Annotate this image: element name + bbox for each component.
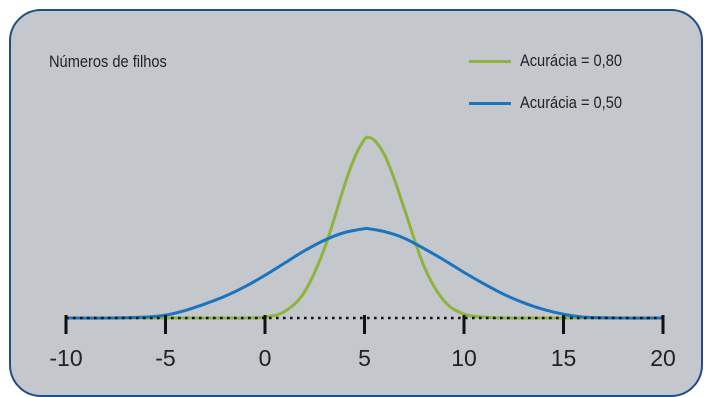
x-tick-label: -10: [49, 345, 82, 371]
legend-item-accuracy-080: Acurácia = 0,80: [469, 51, 639, 71]
series-line-accuracy-080: [66, 135, 663, 320]
x-tick-label: 15: [551, 345, 577, 371]
x-tick-label: 10: [451, 345, 477, 371]
x-tick-label: 0: [259, 345, 272, 371]
x-tick-label: 20: [650, 345, 676, 371]
series-lines: [65, 135, 664, 320]
legend-label-accuracy-080: Acurácia = 0,80: [520, 51, 623, 70]
legend: Acurácia = 0,80 Acurácia = 0,50: [469, 51, 639, 135]
legend-swatch-accuracy-080: [469, 59, 511, 63]
series-line-accuracy-050: [65, 226, 664, 320]
legend-item-accuracy-050: Acurácia = 0,50: [469, 93, 639, 113]
chart-panel: Números de filhos Acurácia = 0,80 Acurác…: [9, 9, 703, 397]
x-tick-label: -5: [155, 345, 175, 371]
x-tick-label: 5: [358, 345, 371, 371]
x-axis: -10 -5 0 5 10 15 20: [49, 315, 676, 371]
chart-title: Números de filhos: [49, 52, 167, 71]
legend-label-accuracy-050: Acurácia = 0,50: [520, 93, 623, 112]
legend-swatch-accuracy-050: [469, 101, 511, 105]
